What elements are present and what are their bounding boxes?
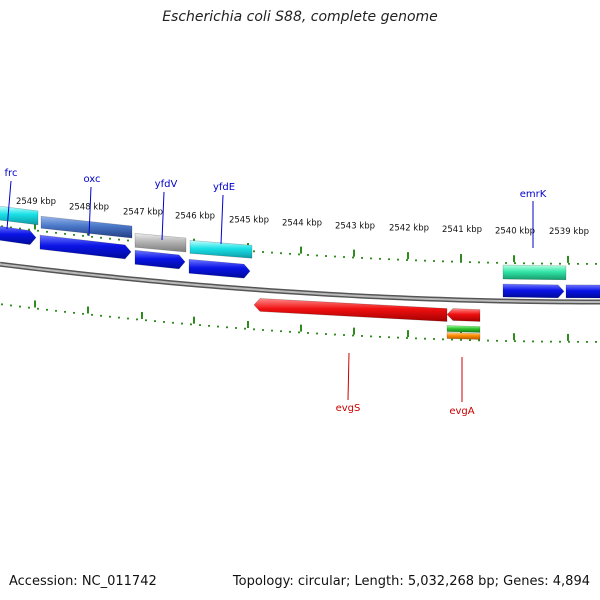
- frc-leader-line: [6, 180, 12, 230]
- scale-label: 2548 kbp: [69, 202, 109, 212]
- yfdE-gene-arrow: [188, 258, 251, 279]
- next-gene-arrow: [565, 284, 600, 299]
- evgA-feature-orange: [446, 332, 481, 340]
- emrK-gene-arrow: [502, 283, 565, 299]
- map-title: Escherichia coli S88, complete genome: [162, 9, 438, 25]
- frc-gene-arrow: [0, 225, 37, 245]
- scale-label: 2543 kbp: [335, 221, 375, 231]
- emrK-cds-block: [502, 264, 567, 281]
- feature-label-evgS: evgS: [336, 403, 361, 414]
- genome-summary: Topology: circular; Length: 5,032,268 bp…: [232, 574, 590, 589]
- oxc-cds-block: [40, 215, 133, 239]
- accession-label: Accession: NC_011742: [9, 574, 157, 589]
- scale-label: 2545 kbp: [229, 215, 269, 225]
- yfdV-cds-block: [134, 232, 187, 253]
- feature-label-oxc: oxc: [83, 174, 100, 185]
- oxc-gene-arrow: [39, 234, 132, 260]
- scale-label: 2547 kbp: [123, 207, 163, 217]
- evgS-leader-line: [347, 352, 350, 401]
- scale-label: 2549 kbp: [16, 197, 56, 207]
- sequence-backbone-highlight: [0, 263, 600, 303]
- feature-label-frc: frc: [5, 168, 18, 179]
- feature-label-yfdE: yfdE: [213, 182, 235, 193]
- scale-label: 2544 kbp: [282, 219, 322, 229]
- yfdE-leader-line: [220, 194, 224, 245]
- feature-label-yfdV: yfdV: [155, 179, 178, 190]
- yfdV-gene-arrow: [134, 249, 186, 270]
- scale-label: 2546 kbp: [175, 211, 215, 221]
- scale-label: 2540 kbp: [495, 226, 535, 236]
- oxc-leader-line: [88, 186, 92, 237]
- scale-ticks-reverse: [1, 300, 597, 343]
- scale-label: 2539 kbp: [549, 227, 589, 237]
- scale-label: 2541 kbp: [442, 225, 482, 235]
- evgS-gene-arrow: [253, 298, 448, 322]
- feature-label-emrK: emrK: [520, 189, 547, 200]
- evgA-gene-arrow: [446, 308, 481, 322]
- scale-label: 2542 kbp: [389, 224, 429, 234]
- feature-label-evgA: evgA: [449, 406, 474, 417]
- evgA-feature-green: [446, 325, 481, 333]
- yfdE-cds-block: [189, 240, 253, 259]
- frc-cds-block: [0, 205, 39, 226]
- yfdV-leader-line: [161, 191, 165, 241]
